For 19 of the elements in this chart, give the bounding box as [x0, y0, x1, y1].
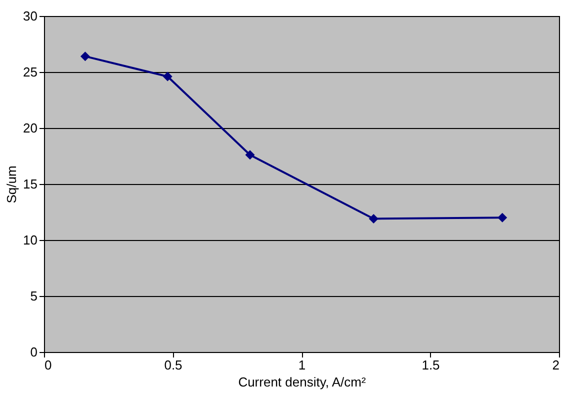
x-axis-title: Current density, A/cm² [238, 374, 366, 390]
y-tick-label: 0 [30, 344, 38, 360]
y-tick-label: 15 [23, 176, 38, 192]
x-tick-label: 1 [298, 358, 306, 372]
point [162, 72, 172, 82]
y-tick-label: 20 [23, 120, 38, 136]
y-tick-label: 5 [30, 288, 38, 304]
point [245, 150, 255, 160]
y-tick-label: 10 [23, 232, 38, 248]
x-tick-label: 1.5 [422, 358, 440, 372]
x-tick-label: 2 [552, 358, 560, 372]
y-tick-label: 25 [23, 64, 38, 80]
point [80, 52, 90, 62]
point [368, 214, 378, 224]
x-tick-label: 0 [44, 358, 52, 372]
y-axis-title: Sq/um [4, 166, 20, 204]
point [498, 212, 508, 222]
x-tick-label: 0.5 [164, 358, 182, 372]
y-tick-label: 30 [23, 8, 38, 24]
